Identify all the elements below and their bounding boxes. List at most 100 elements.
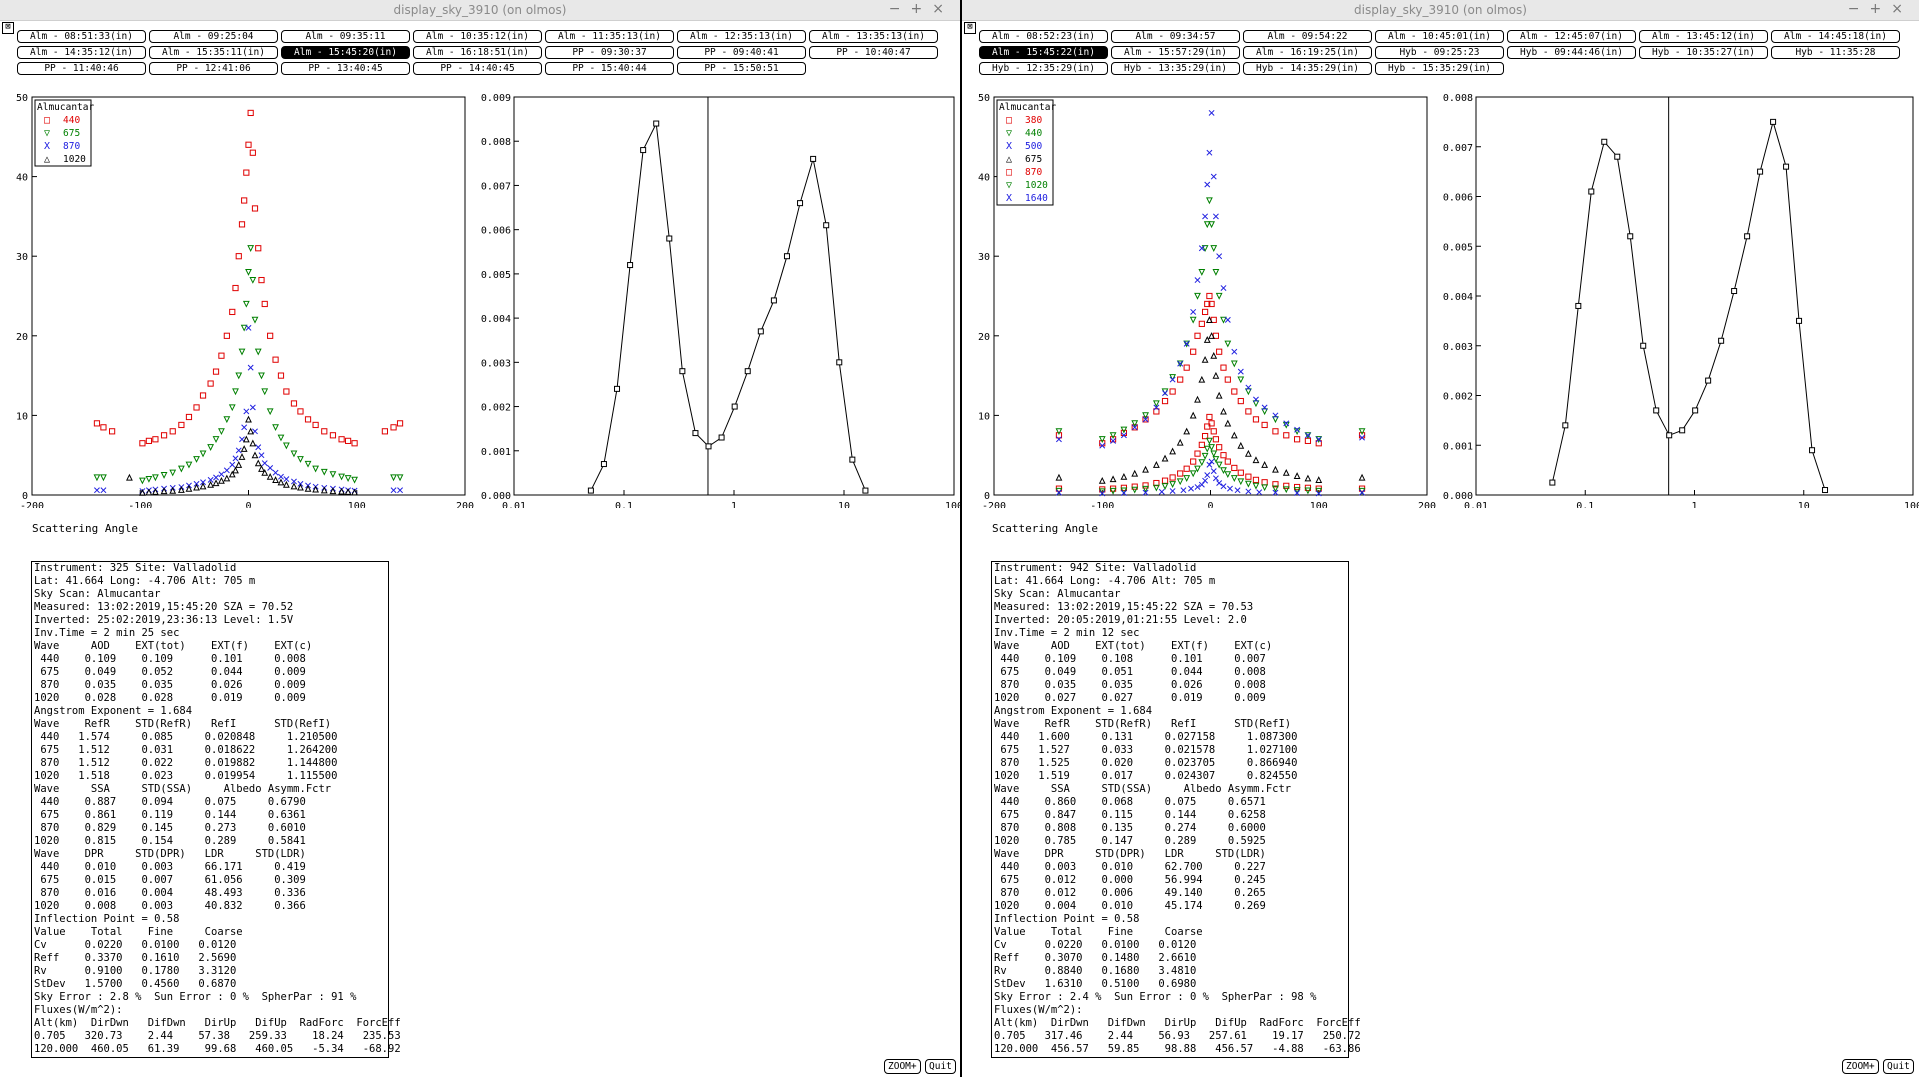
scan-button[interactable]: Alm - 11:35:13(in) xyxy=(545,30,674,43)
scan-button[interactable]: Alm - 16:19:25(in) xyxy=(1243,46,1372,59)
y-tick-label: 0.000 xyxy=(1443,491,1473,502)
scan-button[interactable]: PP - 15:40:44 xyxy=(545,62,674,75)
scan-button[interactable]: Hyb - 11:35:28 xyxy=(1771,46,1900,59)
data-point xyxy=(1206,197,1213,205)
right-window-title: display_sky_3910 (on olmos) xyxy=(1354,3,1527,17)
scan-button[interactable]: Alm - 14:35:12(in) xyxy=(17,46,146,59)
scan-button[interactable]: PP - 15:50:51 xyxy=(677,62,806,75)
maximize-icon[interactable]: + xyxy=(910,1,933,17)
legend-marker: △ xyxy=(1006,154,1012,165)
scan-button[interactable]: Alm - 15:35:11(in) xyxy=(149,46,278,59)
data-point xyxy=(1131,486,1139,494)
right-zoom-button[interactable]: ZOOM+ xyxy=(1842,1059,1879,1074)
info-line: 1020 0.815 0.154 0.289 0.5841 xyxy=(34,835,306,847)
data-point xyxy=(1176,478,1184,486)
info-line: 120.000 456.57 59.85 98.88 456.57 -4.88 … xyxy=(994,1043,1361,1055)
scan-button[interactable]: PP - 09:40:41 xyxy=(677,46,806,59)
maximize-icon[interactable]: + xyxy=(1869,1,1892,17)
info-line: 870 0.808 0.135 0.274 0.6000 xyxy=(994,822,1266,834)
scan-button[interactable]: Hyb - 12:35:29(in) xyxy=(979,62,1108,75)
data-point xyxy=(1198,481,1205,488)
scan-button[interactable]: PP - 13:40:45 xyxy=(281,62,410,75)
legend-label: 500 xyxy=(1025,141,1042,152)
scan-button[interactable]: Alm - 09:25:04 xyxy=(149,30,278,43)
data-point xyxy=(1201,432,1209,440)
scan-button[interactable]: PP - 12:41:06 xyxy=(149,62,278,75)
data-point xyxy=(1261,461,1269,468)
scan-button[interactable]: Alm - 16:18:51(in) xyxy=(413,46,542,59)
data-point xyxy=(1245,384,1252,391)
data-point xyxy=(151,488,159,495)
scan-button[interactable]: Alm - 14:45:18(in) xyxy=(1771,30,1900,43)
data-point xyxy=(1099,442,1106,449)
close-icon[interactable]: × xyxy=(932,1,954,17)
scan-button[interactable]: Hyb - 09:25:23 xyxy=(1375,46,1504,59)
data-point xyxy=(1215,391,1223,399)
data-point xyxy=(1234,487,1241,494)
left-size-distribution-chart: 0.000 0.001 0.002 0.003 0.004 0.005 0.006 0.007… xyxy=(481,93,960,508)
right-quit-button[interactable]: Quit xyxy=(1883,1059,1914,1074)
scan-button[interactable]: Hyb - 13:35:29(in) xyxy=(1111,62,1240,75)
scan-button[interactable]: Alm - 12:35:13(in) xyxy=(677,30,806,43)
scan-button[interactable]: Alm - 12:45:07(in) xyxy=(1507,30,1636,43)
x-tick-label: 0 xyxy=(1207,501,1213,508)
data-point xyxy=(243,169,250,176)
data-point xyxy=(1201,452,1209,460)
scan-button[interactable]: Hyb - 15:35:29(in) xyxy=(1375,62,1504,75)
info-line: Fluxes(W/m^2): xyxy=(34,1004,123,1016)
data-point xyxy=(232,388,239,396)
scan-button[interactable]: Alm - 09:54:22 xyxy=(1243,30,1372,43)
scan-button[interactable]: Alm - 10:35:12(in) xyxy=(413,30,542,43)
scan-button[interactable]: Alm - 13:35:13(in) xyxy=(809,30,938,43)
close-icon[interactable]: × xyxy=(1891,1,1913,17)
scan-button[interactable]: PP - 09:30:37 xyxy=(545,46,674,59)
scan-button[interactable]: PP - 10:40:47 xyxy=(809,46,938,59)
scan-button[interactable]: Alm - 09:34:57 xyxy=(1111,30,1240,43)
data-point xyxy=(1261,404,1268,411)
data-point xyxy=(1153,404,1160,411)
scan-button[interactable]: Alm - 10:45:01(in) xyxy=(1375,30,1504,43)
scan-button[interactable]: Alm - 08:51:33(in) xyxy=(17,30,146,43)
legend-marker: □ xyxy=(1006,115,1012,126)
data-point xyxy=(245,269,252,276)
scan-button[interactable]: Hyb - 10:35:27(in) xyxy=(1639,46,1768,59)
close-box-icon[interactable]: ⊠ xyxy=(964,22,976,34)
data-point xyxy=(757,328,764,335)
left-zoom-button[interactable]: ZOOM+ xyxy=(884,1059,921,1074)
left-quit-button[interactable]: Quit xyxy=(925,1059,956,1074)
data-point xyxy=(783,253,790,260)
data-point xyxy=(1183,340,1191,348)
info-line: Sky Error : 2.8 % Sun Error : 0 % SpherP… xyxy=(34,991,357,1003)
data-point xyxy=(169,428,176,435)
scan-button[interactable]: Alm - 15:45:22(in) xyxy=(979,46,1108,59)
scan-button[interactable]: Alm - 13:45:12(in) xyxy=(1639,30,1768,43)
data-point xyxy=(1203,336,1211,343)
scan-button[interactable]: Alm - 09:35:11 xyxy=(281,30,410,43)
y-tick-label: 10 xyxy=(16,411,28,422)
right-window-controls[interactable]: −+× xyxy=(1848,1,1913,17)
minimize-icon[interactable]: − xyxy=(888,1,911,17)
data-point xyxy=(1203,445,1211,453)
scan-button[interactable]: PP - 11:40:46 xyxy=(17,62,146,75)
scan-button[interactable]: Alm - 15:45:20(in) xyxy=(281,46,410,59)
data-point xyxy=(1216,348,1223,355)
data-point xyxy=(1055,432,1063,439)
data-point xyxy=(1198,245,1205,252)
scan-button[interactable]: Alm - 08:52:23(in) xyxy=(979,30,1108,43)
scan-button[interactable]: PP - 14:40:45 xyxy=(413,62,542,75)
left-window-controls[interactable]: −+× xyxy=(889,1,954,17)
data-point xyxy=(1204,423,1211,430)
close-box-icon[interactable]: ⊠ xyxy=(2,22,14,34)
data-point xyxy=(1224,316,1231,323)
data-point xyxy=(1177,376,1184,383)
scan-button[interactable]: Hyb - 09:44:46(in) xyxy=(1507,46,1636,59)
scan-button[interactable]: Hyb - 14:35:29(in) xyxy=(1243,62,1372,75)
right-window: display_sky_3910 (on olmos) −+× ⊠ Alm - … xyxy=(962,0,1919,1077)
minimize-icon[interactable]: − xyxy=(1847,1,1870,17)
data-point xyxy=(255,444,262,451)
data-point xyxy=(1294,426,1301,433)
info-line: Value Total Fine Coarse xyxy=(994,926,1203,938)
data-point xyxy=(1198,320,1205,327)
scan-button[interactable]: Alm - 15:57:29(in) xyxy=(1111,46,1240,59)
info-line: Rv 0.9100 0.1780 3.3120 xyxy=(34,965,237,977)
